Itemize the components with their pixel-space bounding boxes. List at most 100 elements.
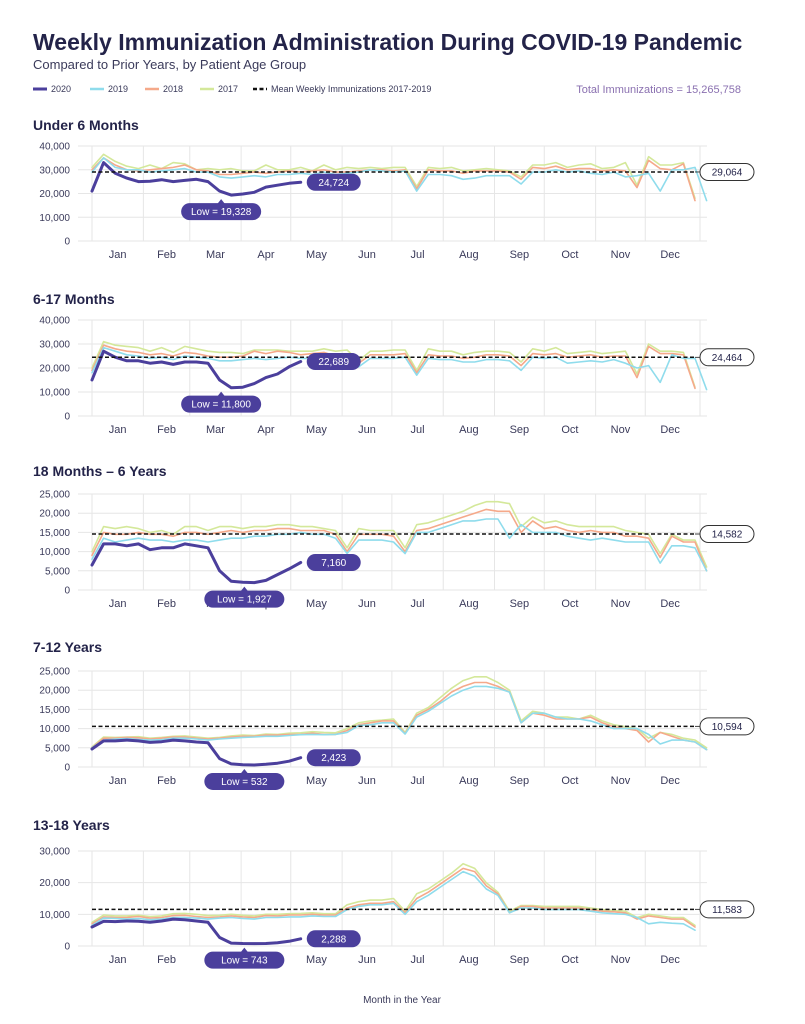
- month-label: Jul: [411, 249, 425, 261]
- y-tick-label: 0: [64, 942, 70, 953]
- month-label: Oct: [561, 598, 578, 610]
- month-label: Feb: [157, 598, 176, 610]
- mean-label-pill: 29,064: [699, 162, 755, 181]
- month-label: Feb: [157, 954, 176, 966]
- total-immunizations: Total Immunizations = 15,265,758: [576, 84, 741, 96]
- month-label: Aug: [459, 954, 479, 966]
- month-label: Jun: [358, 954, 376, 966]
- month-label: Feb: [157, 249, 176, 261]
- latest-value: 24,724: [318, 178, 349, 189]
- month-label: May: [306, 775, 327, 787]
- month-label: Jul: [411, 424, 425, 436]
- low-value-badge: Low = 19,328: [181, 199, 262, 221]
- latest-badge-shape: [306, 353, 361, 371]
- legend-item-5: Mean Weekly Immunizations 2017-2019: [253, 84, 431, 94]
- series-line-2018: [91, 867, 696, 928]
- month-label: Aug: [459, 249, 479, 261]
- mean-label-pill: 14,582: [699, 525, 755, 544]
- panel-title: Under 6 Months: [33, 117, 139, 133]
- y-tick-label: 0: [64, 763, 70, 774]
- y-tick-label: 15,000: [39, 528, 70, 539]
- panel-title: 7-12 Years: [33, 639, 102, 655]
- mean-label-pill: 24,464: [699, 348, 755, 367]
- series-line-2019: [91, 518, 708, 572]
- series-line-2017: [91, 340, 696, 389]
- y-tick-label: 20,000: [39, 189, 70, 200]
- low-badge-shape: [204, 772, 285, 790]
- month-label: Jan: [109, 954, 127, 966]
- low-value: Low = 11,800: [191, 400, 251, 411]
- mean-value: 11,583: [712, 905, 742, 916]
- y-tick-label: 20,000: [39, 509, 70, 520]
- low-value: Low = 19,328: [191, 207, 252, 218]
- low-badge-shape: [181, 395, 262, 413]
- month-label: Dec: [660, 598, 680, 610]
- latest-value: 2,423: [321, 753, 346, 764]
- latest-value-badge: 24,724: [306, 173, 361, 191]
- latest-value-badge: 7,160: [306, 554, 361, 572]
- series-line-2017: [91, 862, 696, 927]
- series-line-2020: [90, 542, 303, 585]
- y-tick-label: 15,000: [39, 705, 70, 716]
- month-label: Sep: [510, 775, 530, 787]
- mean-pill-shape: [699, 162, 755, 181]
- month-label: Feb: [157, 775, 176, 787]
- month-label: Nov: [611, 954, 631, 966]
- month-label: May: [306, 249, 327, 261]
- month-label: Jan: [109, 598, 127, 610]
- low-badge-pointer: [217, 199, 226, 205]
- month-label: Oct: [561, 954, 578, 966]
- month-label: Aug: [459, 775, 479, 787]
- y-tick-label: 30,000: [39, 165, 70, 176]
- y-tick-label: 25,000: [39, 490, 70, 501]
- panel-title: 18 Months – 6 Years: [33, 463, 167, 479]
- panel-4: 7-12 Years 0 5,000 10,000 15,000 20,000 25,000…: [33, 639, 755, 790]
- month-label: Apr: [257, 424, 274, 436]
- series-line-2020: [90, 161, 303, 197]
- latest-badge-shape: [306, 554, 361, 572]
- mean-label-pill: 10,594: [699, 717, 755, 736]
- x-axis-label: Month in the Year: [363, 995, 442, 1006]
- mean-value: 29,064: [712, 167, 743, 178]
- legend-label: 2018: [163, 84, 183, 94]
- low-badge-pointer: [240, 947, 249, 953]
- latest-value: 22,689: [318, 357, 349, 368]
- low-value: Low = 532: [221, 777, 268, 788]
- y-tick-label: 5,000: [45, 566, 70, 577]
- series-line-2020: [90, 917, 303, 946]
- mean-pill-shape: [699, 717, 755, 736]
- low-badge-pointer: [217, 391, 226, 397]
- y-tick-label: 0: [64, 237, 70, 248]
- mean-value: 24,464: [712, 353, 743, 364]
- legend-label: Mean Weekly Immunizations 2017-2019: [271, 84, 431, 94]
- month-label: Oct: [561, 775, 578, 787]
- legend-item-3: 2018: [145, 84, 183, 94]
- panel-title: 13-18 Years: [33, 817, 110, 833]
- month-label: Dec: [660, 775, 680, 787]
- month-label: Dec: [660, 424, 680, 436]
- latest-badge-shape: [306, 749, 361, 767]
- series-line-2017: [91, 153, 696, 200]
- month-label: Sep: [510, 954, 530, 966]
- month-label: Nov: [611, 424, 631, 436]
- y-tick-label: 20,000: [39, 364, 70, 375]
- month-label: Jun: [358, 249, 376, 261]
- y-tick-label: 10,000: [39, 213, 70, 224]
- latest-value-badge: 22,689: [306, 353, 361, 371]
- low-value-badge: Low = 1,927: [204, 586, 285, 608]
- mean-label-pill: 11,583: [699, 900, 755, 919]
- y-tick-label: 0: [64, 586, 70, 597]
- series-line-2017: [91, 500, 708, 568]
- month-label: Dec: [660, 954, 680, 966]
- legend-item-2: 2019: [90, 84, 128, 94]
- legend-label: 2020: [51, 84, 71, 94]
- panel-2: 6-17 Months 0 10,000 20,000 30,000 40,000 Jan F…: [33, 291, 755, 436]
- series-line-2018: [91, 508, 708, 572]
- series-line-2019: [91, 870, 696, 932]
- latest-value-badge: 2,288: [306, 930, 361, 948]
- latest-badge-shape: [306, 173, 361, 191]
- mean-pill-shape: [699, 348, 755, 367]
- month-label: May: [306, 424, 327, 436]
- month-label: Mar: [206, 249, 225, 261]
